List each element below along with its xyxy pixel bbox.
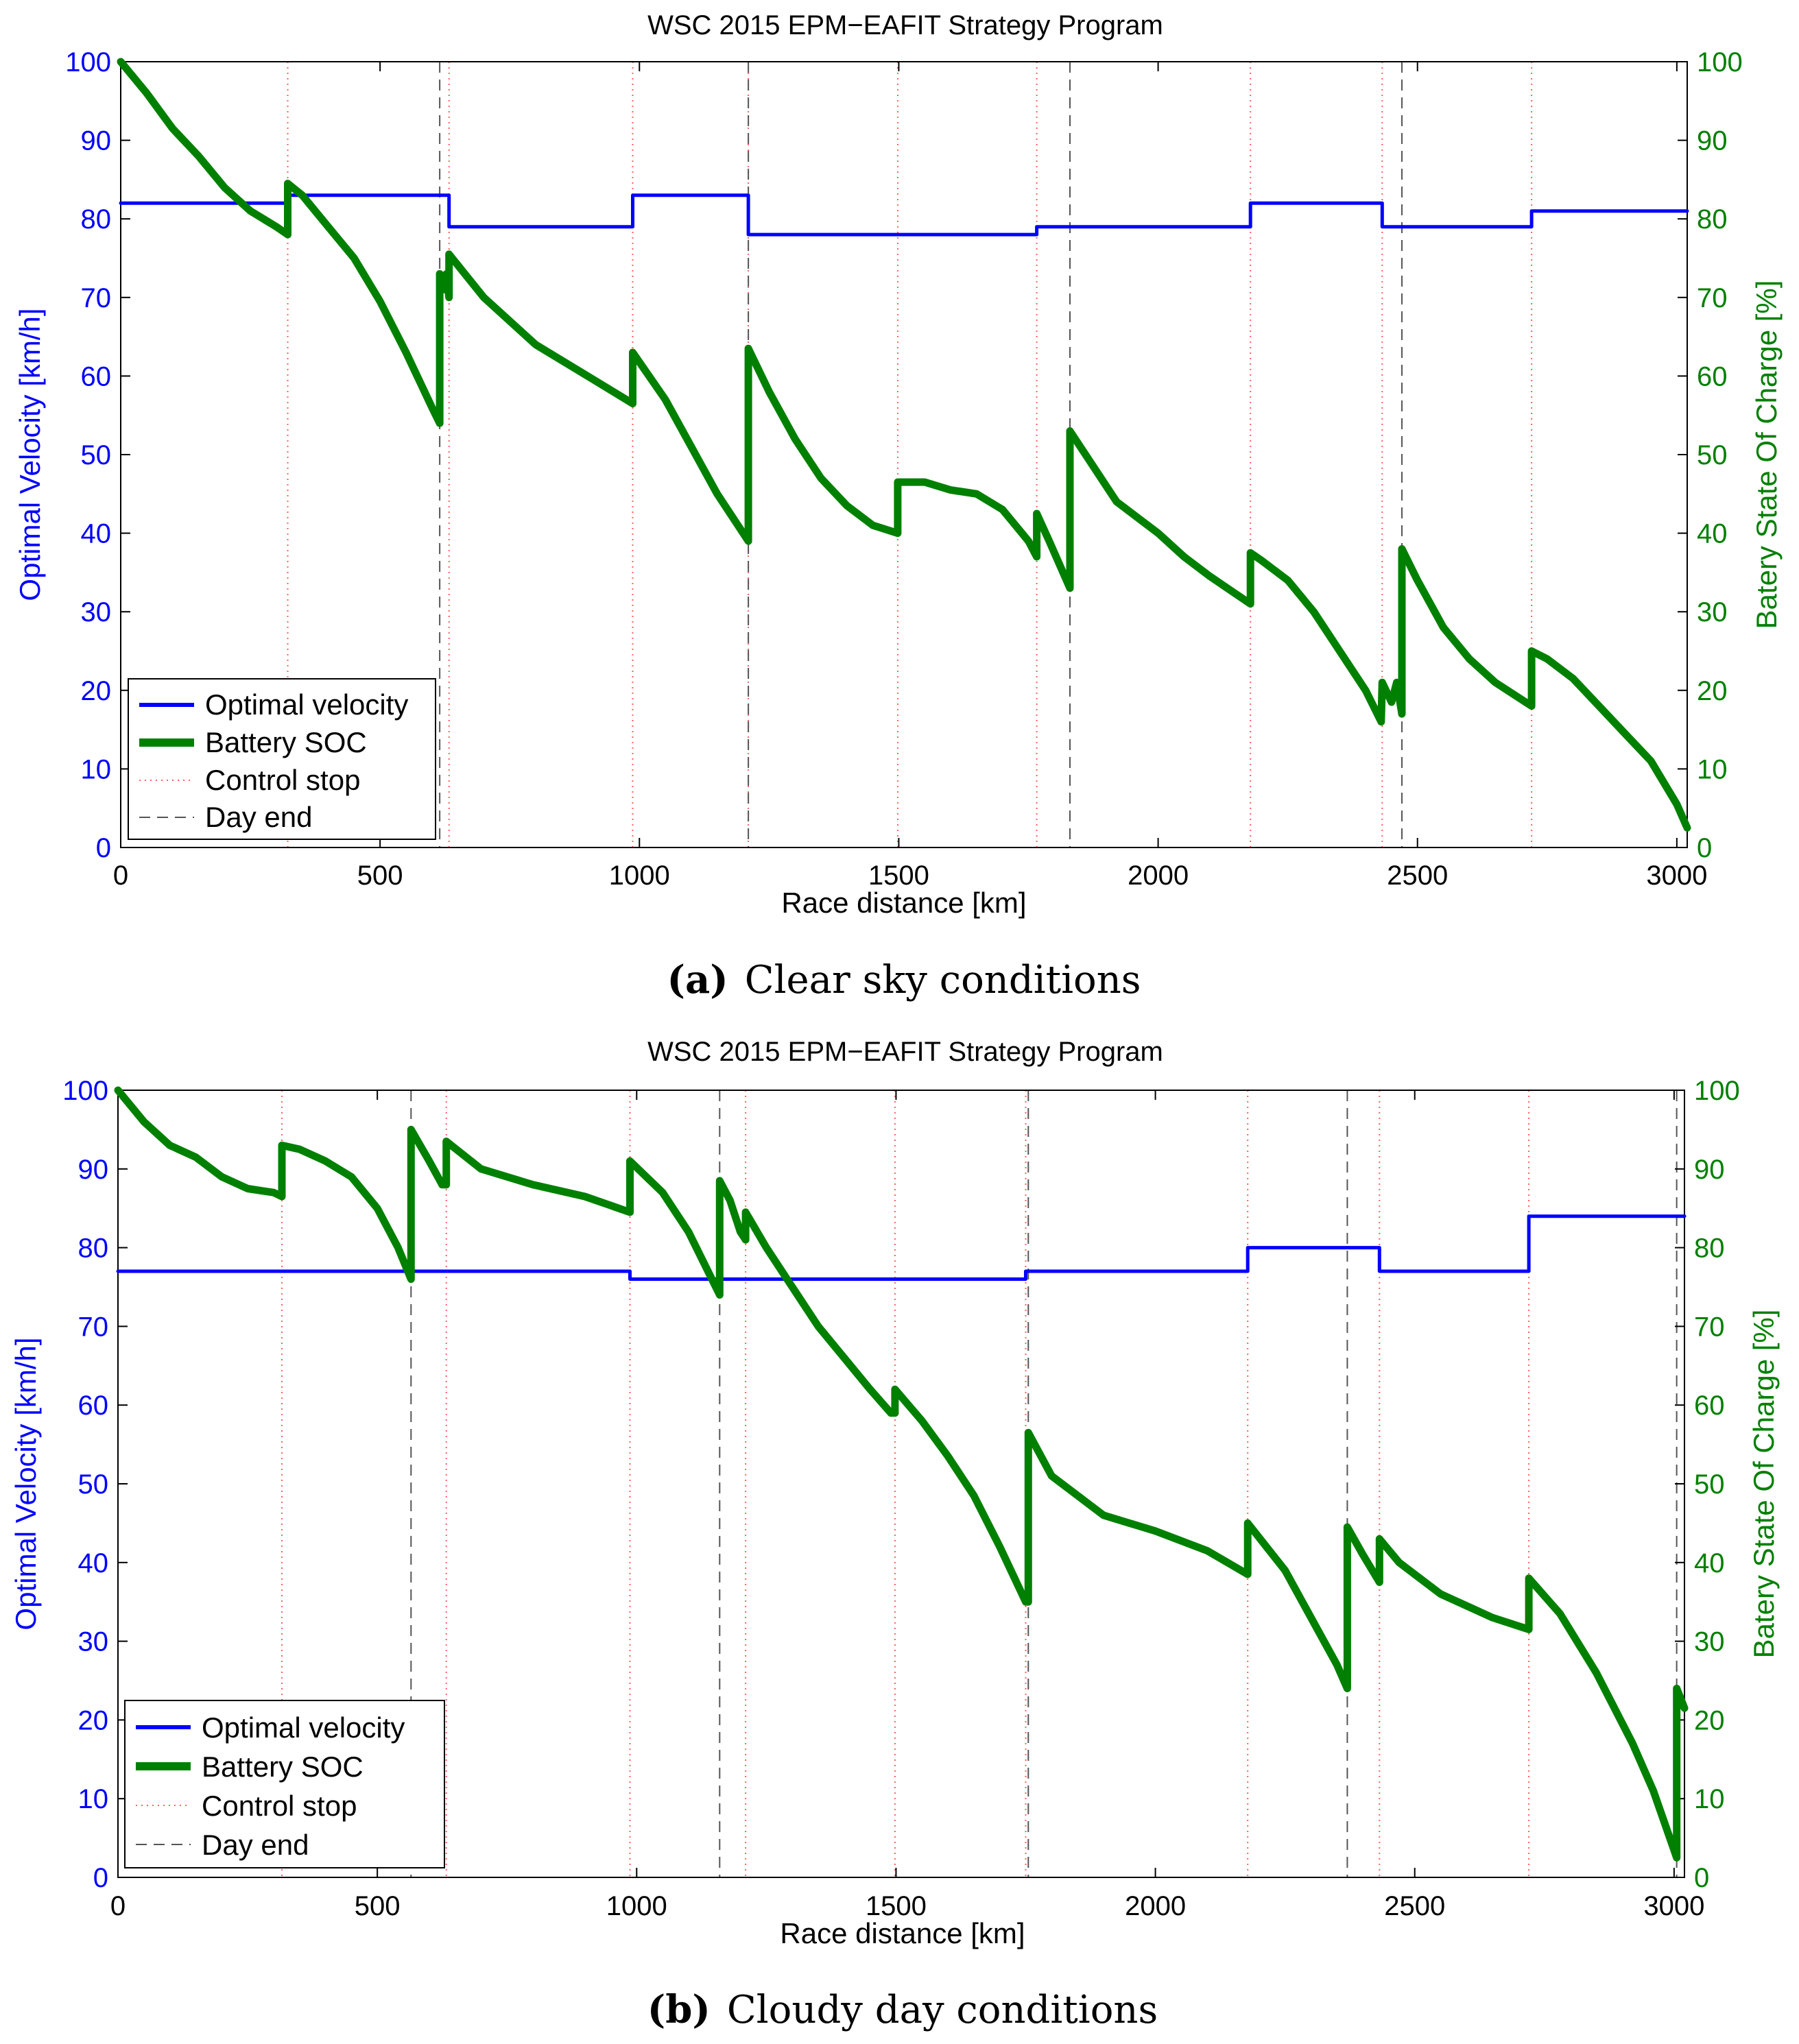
x-ticks: 0 500 1000 1500 2000 2500 3000: [110, 1090, 1704, 1921]
left-tick-label: 70: [78, 1312, 109, 1342]
caption-label: (b): [647, 1987, 711, 2032]
left-y-axis-label: Optimal Velocity [km/h]: [14, 308, 46, 601]
left-tick-label: 100: [65, 47, 111, 77]
left-y-ticks: 0 10 20 30 40 50 60 70 80 90 100: [65, 47, 130, 863]
right-tick-label: 30: [1697, 597, 1728, 627]
right-tick-label: 90: [1694, 1155, 1725, 1185]
caption: (b) Cloudy day conditions: [647, 1987, 1158, 2032]
right-tick-label: 90: [1697, 126, 1728, 156]
legend-label-control-stop: Control stop: [202, 1790, 357, 1822]
caption-text: Clear sky conditions: [745, 958, 1141, 1002]
x-tick-label: 1500: [868, 861, 929, 891]
left-tick-label: 60: [78, 1391, 109, 1421]
caption-label: (a): [667, 957, 728, 1002]
left-tick-label: 50: [78, 1469, 109, 1500]
battery-soc-series-line: [117, 58, 1691, 832]
left-y-axis-label: Optimal Velocity [km/h]: [10, 1337, 42, 1630]
left-tick-label: 30: [81, 597, 112, 627]
right-y-axis-label: Batery State Of Charge [%]: [1750, 280, 1783, 629]
right-tick-label: 50: [1694, 1469, 1725, 1500]
right-tick-label: 10: [1694, 1784, 1725, 1814]
right-tick-label: 70: [1697, 283, 1728, 313]
x-axis-label: Race distance [km]: [781, 887, 1026, 919]
right-y-ticks: 0 10 20 30 40 50 60 70 80 90 100: [1675, 1076, 1740, 1893]
battery-soc-series-line: [114, 1086, 1689, 1862]
left-tick-label: 40: [78, 1548, 109, 1578]
legend: Optimal velocity Battery SOC Control sto…: [128, 678, 436, 840]
legend-label-day-end: Day end: [202, 1829, 309, 1861]
x-tick-label: 1000: [609, 861, 670, 891]
legend-label-velocity: Optimal velocity: [202, 1711, 405, 1744]
left-tick-label: 100: [62, 1076, 108, 1106]
x-ticks: 0 500 1000 1500 2000 2500 3000: [113, 62, 1707, 891]
left-tick-label: 80: [81, 204, 112, 235]
x-tick-label: 2500: [1387, 861, 1448, 891]
right-tick-label: 0: [1697, 833, 1712, 863]
left-tick-label: 60: [81, 361, 112, 392]
right-tick-label: 50: [1697, 440, 1728, 470]
x-tick-label: 2000: [1125, 1891, 1186, 1921]
right-tick-label: 100: [1697, 47, 1743, 77]
left-tick-label: 10: [78, 1784, 109, 1814]
left-tick-label: 70: [81, 283, 112, 313]
caption: (a) Clear sky conditions: [667, 957, 1141, 1002]
x-tick-label: 2500: [1384, 1891, 1445, 1921]
right-tick-label: 80: [1697, 204, 1728, 235]
right-tick-label: 60: [1694, 1391, 1725, 1421]
right-tick-label: 60: [1697, 361, 1728, 392]
right-tick-label: 20: [1697, 676, 1728, 706]
left-tick-label: 50: [81, 440, 112, 470]
left-tick-label: 30: [78, 1627, 109, 1657]
caption-text: Cloudy day conditions: [727, 1988, 1158, 2032]
chart-panel-a: WSC 2015 EPM−EAFIT Strategy Program 0 10 2…: [14, 10, 1783, 1002]
optimal-velocity-series-line: [116, 1214, 1687, 1281]
legend-label-day-end: Day end: [205, 801, 312, 833]
left-y-ticks: 0 10 20 30 40 50 60 70 80 90 100: [62, 1076, 128, 1893]
right-tick-label: 70: [1694, 1312, 1725, 1342]
right-tick-label: 80: [1694, 1234, 1725, 1264]
series-group: [117, 58, 1691, 832]
left-tick-label: 0: [96, 833, 111, 863]
right-tick-label: 20: [1694, 1705, 1725, 1735]
x-axis-label: Race distance [km]: [780, 1917, 1025, 1949]
right-tick-label: 30: [1694, 1627, 1725, 1657]
x-tick-label: 3000: [1643, 1891, 1704, 1921]
left-tick-label: 40: [81, 519, 112, 549]
chart-title: WSC 2015 EPM−EAFIT Strategy Program: [647, 1037, 1163, 1067]
legend-label-velocity: Optimal velocity: [205, 688, 408, 721]
legend: Optimal velocity Battery SOC Control sto…: [124, 1700, 445, 1868]
optimal-velocity-series-line: [119, 193, 1689, 237]
right-tick-label: 10: [1697, 754, 1728, 784]
x-tick-label: 3000: [1646, 861, 1707, 891]
left-tick-label: 20: [81, 676, 112, 706]
left-tick-label: 10: [81, 754, 112, 784]
chart-title: WSC 2015 EPM−EAFIT Strategy Program: [647, 10, 1163, 40]
right-tick-label: 40: [1694, 1548, 1725, 1578]
x-tick-label: 500: [357, 861, 403, 891]
x-tick-label: 2000: [1128, 861, 1189, 891]
series-group: [114, 1086, 1689, 1862]
right-tick-label: 0: [1694, 1863, 1709, 1893]
chart-panel-b: WSC 2015 EPM−EAFIT Strategy Program 0 10 2…: [10, 1037, 1780, 2032]
legend-label-soc: Battery SOC: [205, 726, 367, 758]
right-y-ticks: 0 10 20 30 40 50 60 70 80 90 100: [1678, 47, 1743, 863]
x-tick-label: 500: [355, 1891, 401, 1921]
legend-label-control-stop: Control stop: [205, 764, 360, 796]
left-tick-label: 90: [81, 126, 112, 156]
left-tick-label: 20: [78, 1705, 109, 1735]
x-tick-label: 0: [110, 1891, 126, 1921]
left-tick-label: 90: [78, 1155, 109, 1185]
x-tick-label: 0: [113, 861, 128, 891]
right-y-axis-label: Batery State Of Charge [%]: [1748, 1310, 1780, 1659]
x-tick-label: 1500: [866, 1891, 927, 1921]
left-tick-label: 0: [93, 1863, 108, 1893]
right-tick-label: 40: [1697, 519, 1728, 549]
right-tick-label: 100: [1694, 1076, 1740, 1106]
legend-label-soc: Battery SOC: [202, 1751, 364, 1783]
x-tick-label: 1000: [606, 1891, 667, 1921]
left-tick-label: 80: [78, 1234, 109, 1264]
